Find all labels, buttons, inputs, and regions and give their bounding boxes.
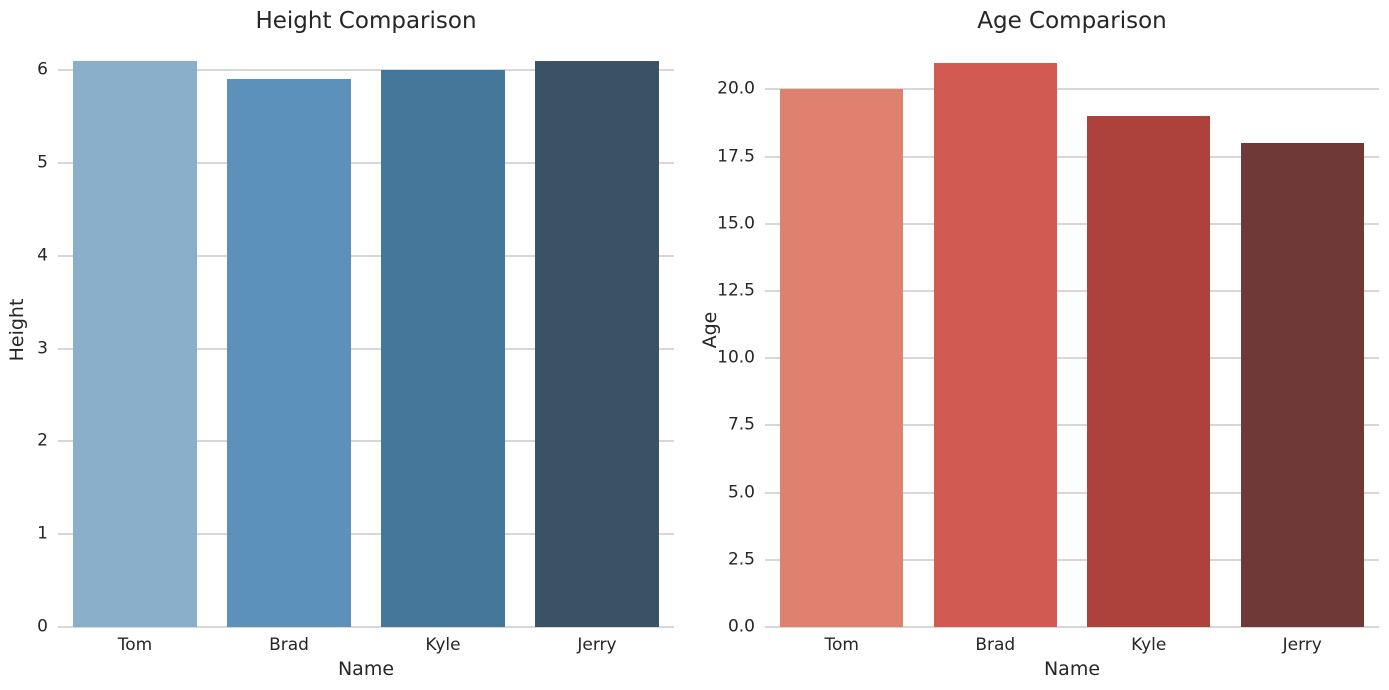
y-tick-label: 15.0 [717,213,755,234]
gridline [765,88,1379,91]
plot-area [765,33,1379,628]
x-axis-ticks: Tom Brad Kyle Jerry [765,634,1379,658]
chart-title: Height Comparison [255,8,477,34]
bar-jerry [1240,143,1364,627]
x-tick-label: Kyle [425,635,461,655]
gridline [765,558,1379,561]
y-tick-label: 20.0 [717,78,755,99]
y-axis-ticks: 0.0 2.5 5.0 7.5 10.0 12.5 15.0 17.5 20.0 [694,33,755,637]
x-tick-label: Tom [824,635,859,655]
age-chart-panel: Age Comparison Age 0.0 2.5 5.0 7.5 10.0 12.5 1… [694,0,1389,690]
gridline [765,357,1379,360]
gridline [58,626,674,628]
bar-kyle [1087,116,1211,627]
x-tick-label: Jerry [577,635,617,655]
y-tick-label: 3 [37,338,48,359]
bar-brad [933,62,1057,627]
y-tick-label: 5.0 [727,482,755,503]
bar-jerry [535,60,659,627]
x-tick-label: Brad [975,635,1016,655]
plot-area [58,33,674,628]
gridline [765,424,1379,427]
y-tick-label: 2.5 [727,549,755,570]
gridline [58,69,674,72]
x-axis-label: Name [337,658,395,680]
gridline [58,533,674,536]
y-axis-ticks: 0 1 2 3 4 5 6 [0,33,48,637]
chart-title: Age Comparison [977,8,1167,34]
y-tick-label: 10.0 [717,347,755,368]
y-tick-label: 0.0 [727,616,755,637]
x-axis-label: Name [1043,658,1101,680]
bar-tom [73,60,197,627]
gridline [58,347,674,350]
y-tick-label: 0 [37,616,48,637]
gridline [765,222,1379,225]
y-tick-label: 17.5 [717,146,755,167]
gridline [765,155,1379,158]
bar-kyle [381,70,505,627]
x-tick-label: Kyle [1131,635,1167,655]
gridline [58,254,674,257]
x-tick-label: Jerry [1282,635,1322,655]
y-tick-label: 1 [37,523,48,544]
gridline [765,290,1379,293]
y-tick-label: 4 [37,245,48,266]
gridline [765,626,1379,628]
y-tick-label: 7.5 [727,414,755,435]
y-tick-label: 2 [37,430,48,451]
y-tick-label: 5 [37,152,48,173]
gridline [58,161,674,164]
gridline [58,440,674,443]
gridline [765,491,1379,494]
y-tick-label: 6 [37,59,48,80]
x-tick-label: Tom [117,635,153,655]
bar-tom [780,89,904,627]
x-axis-ticks: Tom Brad Kyle Jerry [58,634,674,658]
bar-brad [227,79,351,627]
x-tick-label: Brad [269,635,309,655]
y-tick-label: 12.5 [717,280,755,301]
